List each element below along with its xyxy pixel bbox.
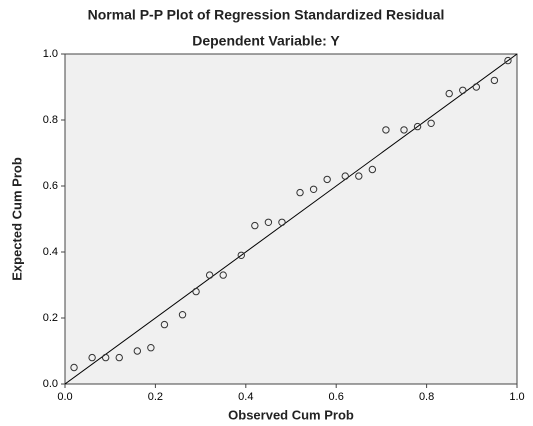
- y-tick-label: 0.6: [43, 180, 58, 192]
- x-tick-label: 0.8: [419, 391, 434, 403]
- x-tick-label: 0.4: [238, 391, 253, 403]
- x-axis-label: Observed Cum Prob: [228, 407, 354, 422]
- y-tick-label: 0.8: [43, 114, 58, 126]
- y-axis-label: Expected Cum Prob: [9, 157, 24, 281]
- chart: Normal P-P Plot of Regression Standardiz…: [0, 0, 533, 426]
- y-tick-label: 1.0: [43, 48, 58, 60]
- y-tick-label: 0.0: [43, 378, 58, 390]
- x-tick-label: 0.0: [57, 391, 72, 403]
- x-tick-label: 0.6: [329, 391, 344, 403]
- y-tick-label: 0.2: [43, 312, 58, 324]
- x-tick-label: 1.0: [509, 391, 524, 403]
- chart-title: Normal P-P Plot of Regression Standardiz…: [88, 7, 445, 23]
- x-tick-label: 0.2: [148, 391, 163, 403]
- y-tick-label: 0.4: [43, 246, 58, 258]
- chart-subtitle: Dependent Variable: Y: [192, 33, 340, 49]
